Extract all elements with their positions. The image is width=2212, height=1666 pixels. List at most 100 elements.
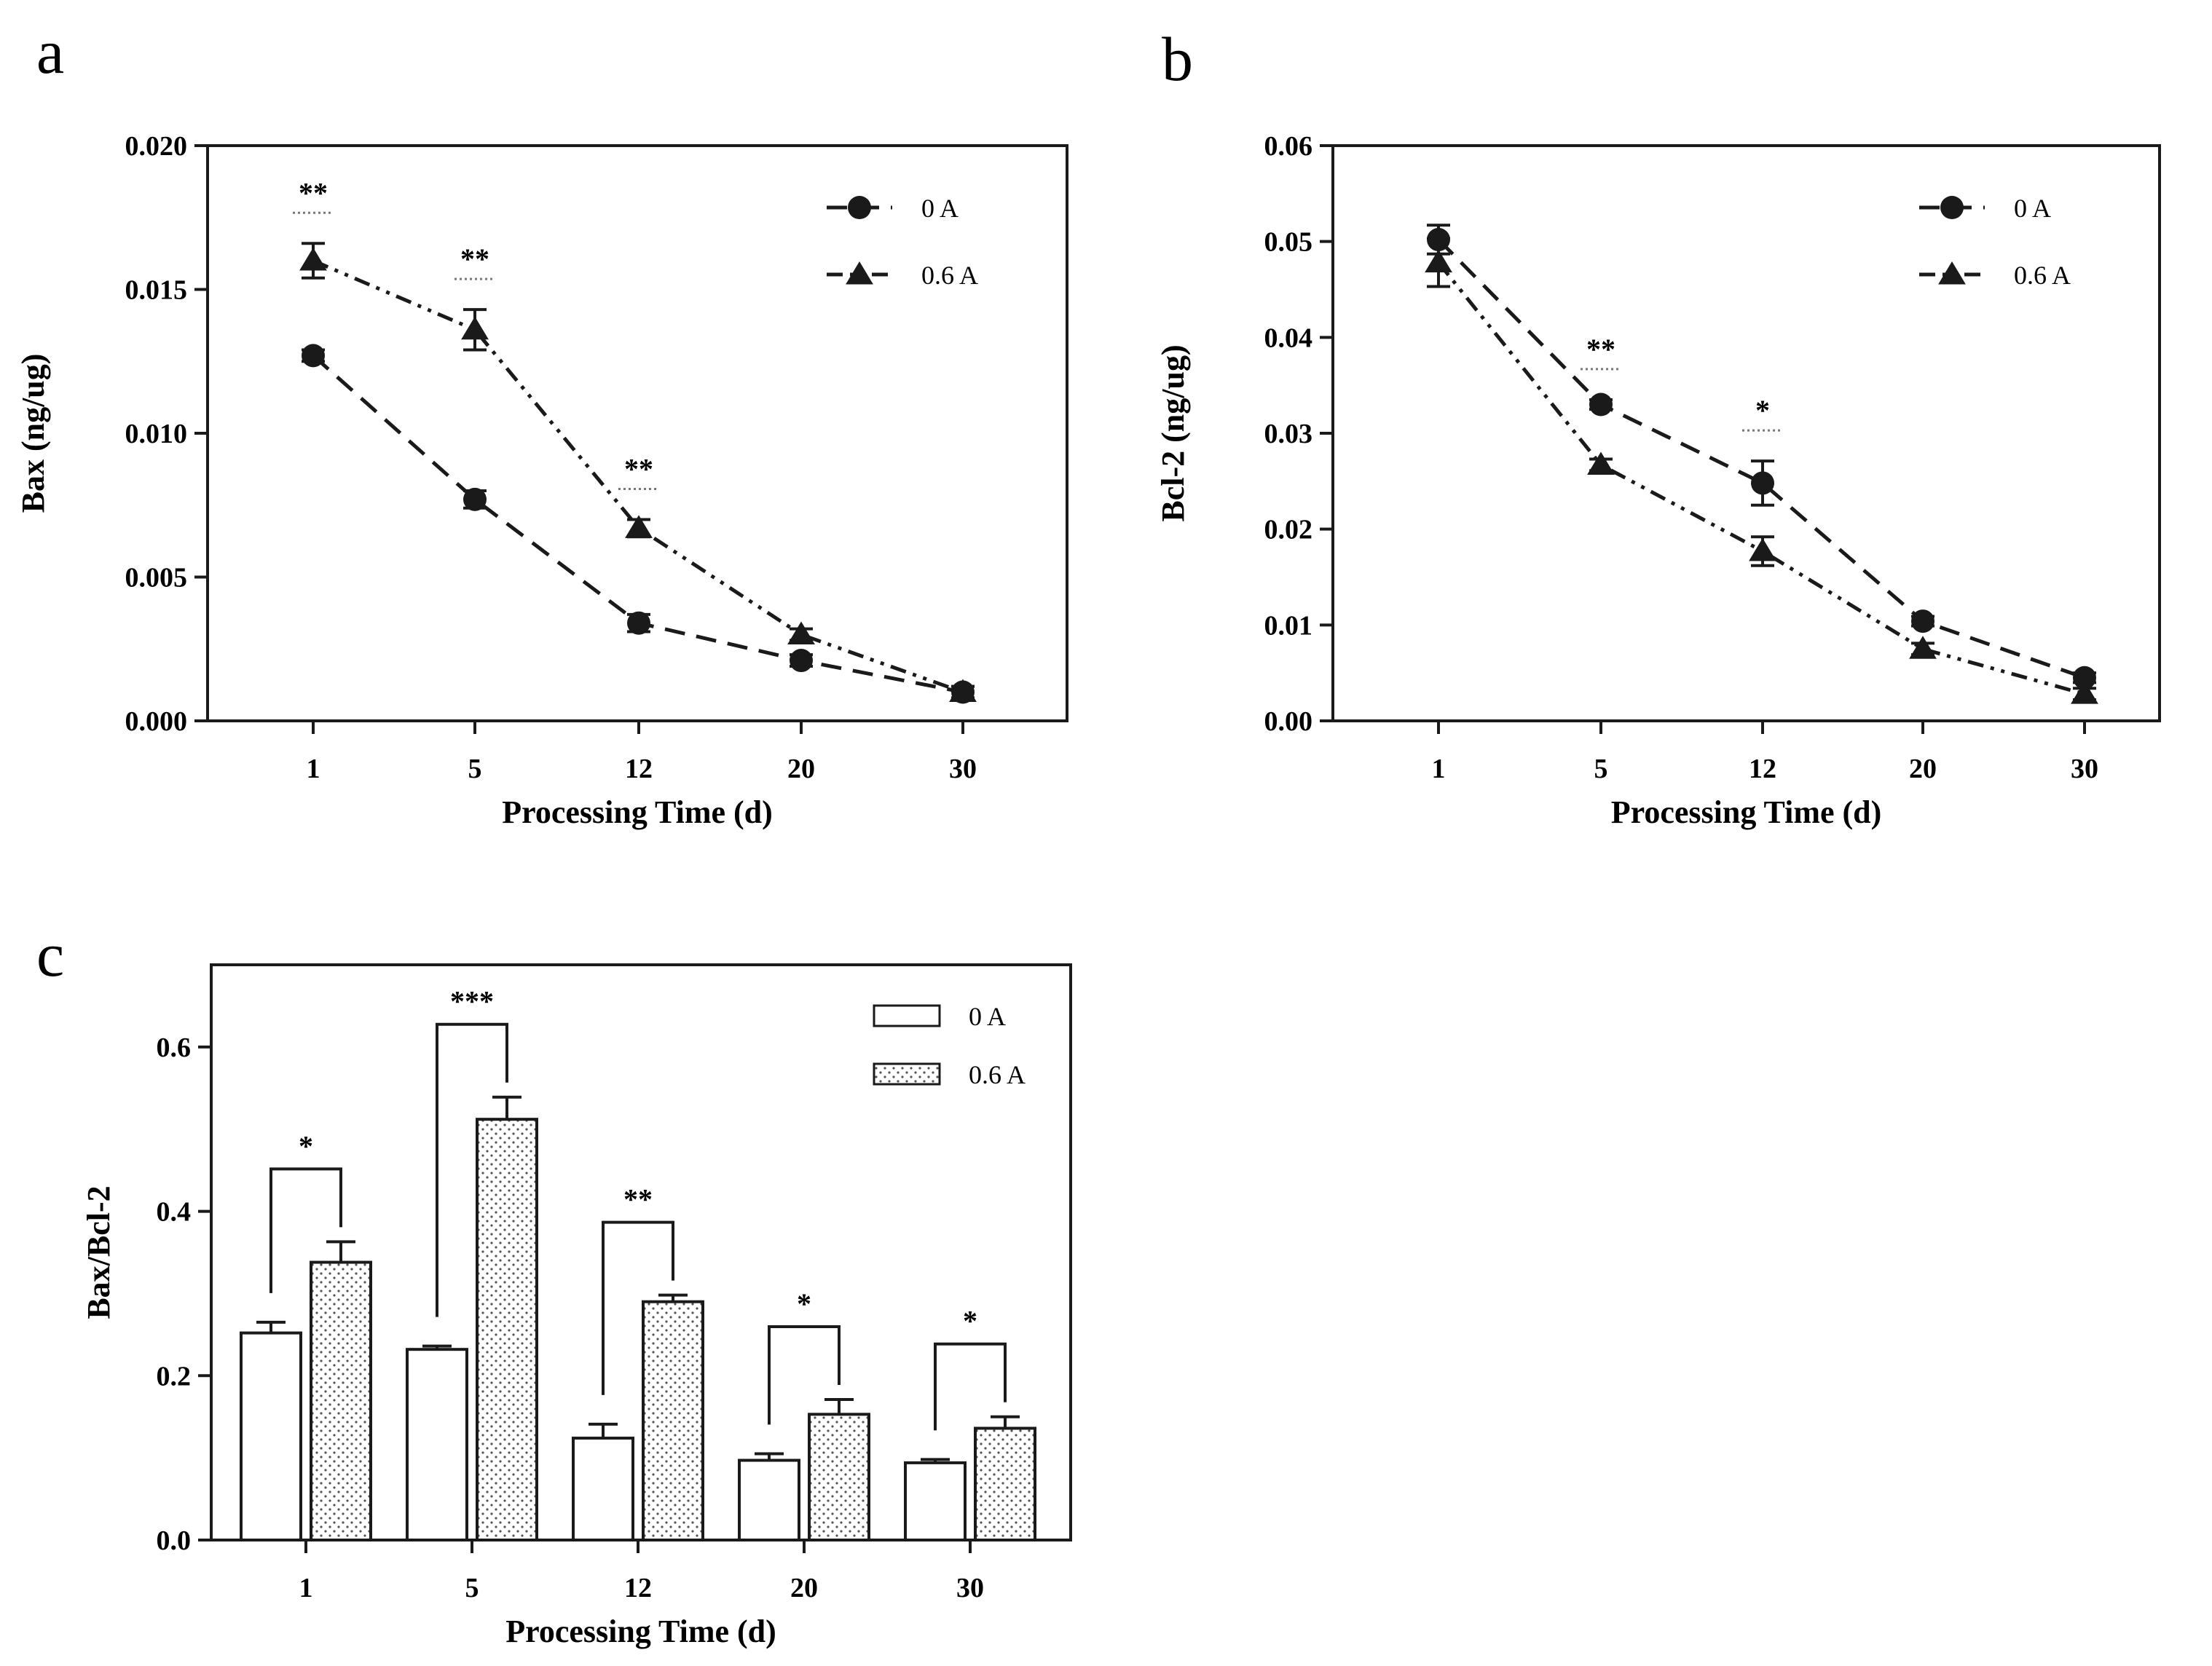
data-point-b-0-2 bbox=[1751, 471, 1774, 495]
panel-b: b 0.00 0.01 0.02 0.03 0.04 0.05 0.06 1 5 12 20 30 Pro… bbox=[1155, 24, 2161, 830]
bar-c-0-1 bbox=[406, 1348, 468, 1541]
legend-label-c-1: 0.6 A bbox=[969, 1060, 1026, 1089]
data-point-b-0-4 bbox=[2073, 666, 2096, 690]
panel-a: a 0.000 0.005 0.010 0.015 0.020 1 5 12 20 30 Proces… bbox=[15, 17, 1068, 830]
legend-label-a-0: 0 A bbox=[921, 194, 959, 223]
plot-frame-b bbox=[1331, 144, 2161, 722]
sig-bracket-c-3 bbox=[768, 1325, 841, 1425]
sig-bracket-c-2 bbox=[602, 1220, 674, 1395]
y-axis-title-b: Bcl-2 (ng/ug) bbox=[1155, 344, 1191, 521]
y-tick-label-b-1: 0.01 bbox=[1264, 610, 1313, 641]
legend-marker-b-1 bbox=[1938, 261, 1966, 285]
data-point-b-1-4 bbox=[2071, 681, 2098, 704]
x-tick-label-b-4: 30 bbox=[2071, 754, 2098, 784]
y-tick-label-b-0: 0.00 bbox=[1264, 706, 1313, 737]
legend-label-b-0: 0 A bbox=[2014, 194, 2051, 223]
x-tick-label-c-2: 12 bbox=[624, 1573, 652, 1603]
sig-label-b-0: ** bbox=[1586, 333, 1615, 366]
bar-c-1-4 bbox=[974, 1426, 1036, 1541]
y-tick-label-b-2: 0.02 bbox=[1264, 515, 1313, 545]
legend-marker-b-0 bbox=[1940, 196, 1964, 219]
sig-label-a-1: ** bbox=[460, 242, 489, 275]
data-point-a-1-1 bbox=[461, 316, 489, 340]
data-point-a-1-4 bbox=[949, 679, 977, 702]
bar-c-0-3 bbox=[738, 1458, 800, 1541]
data-point-a-1-2 bbox=[625, 515, 653, 538]
data-point-a-0-2 bbox=[627, 611, 650, 635]
bar-c-1-2 bbox=[642, 1300, 704, 1541]
sig-label-c-0: * bbox=[299, 1129, 313, 1162]
panel-label-b: b bbox=[1162, 24, 1193, 94]
sig-label-a-2: ** bbox=[624, 453, 653, 486]
panel-label-a: a bbox=[36, 17, 64, 87]
y-tick-label-c-2: 0.4 bbox=[157, 1197, 192, 1228]
x-tick-label-c-4: 30 bbox=[956, 1573, 984, 1603]
panel-label-c: c bbox=[36, 920, 64, 990]
legend-marker-a-1 bbox=[846, 261, 873, 285]
sig-bracket-c-4 bbox=[934, 1342, 1007, 1431]
legend-label-c-0: 0 A bbox=[969, 1002, 1006, 1031]
data-point-b-0-3 bbox=[1911, 609, 1934, 633]
sig-label-a-0: ** bbox=[299, 176, 328, 209]
x-tick-label-c-0: 1 bbox=[299, 1573, 313, 1603]
x-axis-title-b: Processing Time (d) bbox=[1611, 794, 1882, 830]
y-tick-label-c-0: 0.0 bbox=[157, 1525, 192, 1556]
bar-c-0-0 bbox=[240, 1331, 302, 1541]
y-tick-label-c-1: 0.2 bbox=[157, 1361, 192, 1391]
legend-swatch-c-1 bbox=[873, 1062, 941, 1086]
bar-c-1-0 bbox=[310, 1260, 372, 1541]
bar-c-1-3 bbox=[808, 1413, 870, 1542]
data-point-b-0-1 bbox=[1589, 392, 1613, 416]
x-tick-label-b-0: 1 bbox=[1432, 754, 1446, 784]
bar-c-0-2 bbox=[572, 1437, 634, 1541]
series-line-b-0 bbox=[1437, 238, 2085, 680]
x-tick-label-a-3: 20 bbox=[787, 754, 815, 784]
x-tick-label-a-2: 12 bbox=[625, 754, 653, 784]
legend-marker-a-0 bbox=[848, 196, 871, 219]
y-tick-label-b-4: 0.04 bbox=[1264, 323, 1313, 353]
data-point-b-1-3 bbox=[1909, 636, 1937, 659]
x-tick-label-b-1: 5 bbox=[1594, 754, 1608, 784]
data-point-a-0-0 bbox=[302, 344, 325, 368]
y-tick-label-b-6: 0.06 bbox=[1264, 131, 1313, 162]
data-point-b-1-2 bbox=[1749, 537, 1776, 561]
sig-bracket-c-0 bbox=[269, 1167, 342, 1293]
y-tick-label-b-3: 0.03 bbox=[1264, 419, 1313, 449]
y-tick-label-c-3: 0.6 bbox=[157, 1033, 192, 1063]
sig-label-c-1: *** bbox=[450, 985, 494, 1018]
y-tick-label-a-0: 0.000 bbox=[125, 706, 188, 737]
data-point-a-0-3 bbox=[790, 649, 813, 673]
y-tick-label-a-3: 0.015 bbox=[125, 275, 188, 306]
sig-label-b-1: * bbox=[1755, 394, 1770, 427]
data-point-a-1-3 bbox=[787, 621, 815, 644]
y-tick-label-b-5: 0.05 bbox=[1264, 227, 1313, 258]
x-axis-title-a: Processing Time (d) bbox=[502, 794, 773, 830]
x-tick-label-a-1: 5 bbox=[468, 754, 482, 784]
bar-c-0-4 bbox=[904, 1461, 967, 1542]
sig-label-c-4: * bbox=[963, 1305, 977, 1338]
x-tick-label-b-3: 20 bbox=[1909, 754, 1937, 784]
x-tick-label-a-4: 30 bbox=[949, 754, 977, 784]
panel-c: c 0.0 0.2 0.4 0.6 1 5 12 20 30 Processing Time (d)… bbox=[36, 920, 1072, 1649]
y-tick-label-a-2: 0.010 bbox=[125, 419, 188, 449]
y-tick-label-a-4: 0.020 bbox=[125, 131, 188, 162]
x-axis-title-c: Processing Time (d) bbox=[505, 1614, 776, 1649]
x-tick-label-c-1: 5 bbox=[465, 1573, 479, 1603]
y-axis-title-a: Bax (ng/ug) bbox=[15, 354, 51, 513]
y-axis-title-c: Bax/Bcl-2 bbox=[81, 1185, 117, 1319]
x-tick-label-b-2: 12 bbox=[1749, 754, 1776, 784]
sig-bracket-c-1 bbox=[436, 1022, 508, 1317]
data-point-a-0-1 bbox=[463, 487, 487, 511]
data-point-a-1-0 bbox=[299, 248, 327, 271]
sig-label-c-2: ** bbox=[623, 1183, 653, 1216]
bar-c-1-1 bbox=[476, 1118, 538, 1541]
x-tick-label-a-0: 1 bbox=[307, 754, 320, 784]
y-tick-label-a-1: 0.005 bbox=[125, 563, 188, 593]
sig-label-c-3: * bbox=[797, 1287, 811, 1320]
data-point-b-1-0 bbox=[1425, 249, 1452, 273]
legend-swatch-c-0 bbox=[873, 1004, 941, 1027]
data-point-b-1-1 bbox=[1587, 451, 1615, 475]
legend-label-b-1: 0.6 A bbox=[2014, 261, 2071, 290]
x-tick-label-c-3: 20 bbox=[790, 1573, 818, 1603]
